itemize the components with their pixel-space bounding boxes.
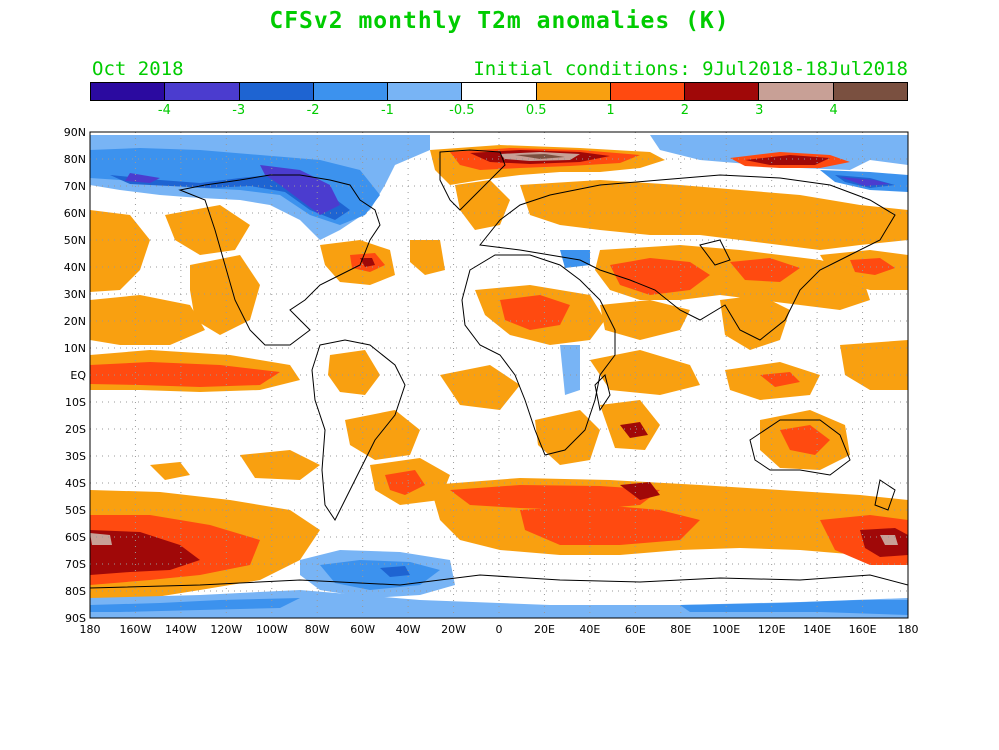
latitude-label: 80N (64, 153, 86, 166)
longitude-label: 120W (210, 623, 242, 636)
eurasia-outline (479, 174, 896, 341)
initial-conditions: Initial conditions: 9Jul2018-18Jul2018 (473, 58, 908, 80)
colorbar-tick-label: -3 (232, 103, 246, 118)
colorbar-segment (610, 83, 686, 100)
longitude-label: 0 (496, 623, 503, 636)
colorbar-tick-label: -4 (157, 103, 171, 118)
colorbar-tick-label: 4 (829, 103, 838, 118)
latitude-label: EQ (70, 369, 86, 382)
colorbar-segment (388, 83, 463, 100)
longitude-label: 160E (849, 623, 877, 636)
longitude-label: 120E (758, 623, 786, 636)
longitude-label: 80E (670, 623, 691, 636)
colorbar-segment (462, 83, 537, 100)
africa-outline (461, 254, 616, 456)
south-america-outline (311, 339, 406, 521)
colorbar-tick-label: 3 (755, 103, 764, 118)
north-america-outline (178, 174, 381, 346)
latitude-label: 90S (65, 612, 86, 625)
colorbar-segment (313, 83, 389, 100)
latitude-label: 90N (64, 126, 86, 139)
caspian-outline (699, 239, 731, 266)
forecast-month: Oct 2018 (92, 58, 184, 80)
latitude-label: 70N (64, 180, 86, 193)
longitude-label: 100E (712, 623, 740, 636)
map-title: CFSv2 monthly T2m anomalies (K) (269, 8, 730, 34)
colorbar-tick-label: 2 (680, 103, 690, 118)
madagascar-outline (594, 374, 611, 412)
longitude-label: 40E (579, 623, 600, 636)
latitude-label: 40N (64, 261, 86, 274)
colorbar-segment (91, 83, 166, 100)
longitude-label: 20E (534, 623, 555, 636)
colorbar (90, 82, 908, 101)
coastlines (90, 149, 908, 589)
colorbar-segment (536, 83, 611, 100)
australia-outline (749, 419, 851, 476)
colorbar-tick-label: -1 (380, 103, 394, 118)
colorbar-segment (759, 83, 834, 100)
latitude-label: 70S (65, 558, 86, 571)
latitude-label: 30N (64, 288, 86, 301)
latitude-label: 50N (64, 234, 86, 247)
new-zealand-outline (874, 479, 896, 511)
longitude-label: 80W (305, 623, 330, 636)
longitude-label: 160W (120, 623, 152, 636)
colorbar-tick-label: -0.5 (449, 103, 475, 118)
longitude-labels: 180 160W 140W 120W 100W 80W 60W 40W 20W 0 20E 40E 60… (80, 623, 919, 636)
longitude-label: 140E (803, 623, 831, 636)
latitude-label: 80S (65, 585, 86, 598)
longitude-label: 100W (256, 623, 288, 636)
latitude-label: 60S (65, 531, 86, 544)
colorbar-segment (685, 83, 760, 100)
latitude-label: 30S (65, 450, 86, 463)
antarctica-outline (90, 574, 908, 589)
latitude-label: 10S (65, 396, 86, 409)
latitude-label: 40S (65, 477, 86, 490)
longitude-label: 20W (441, 623, 466, 636)
longitude-label: 60E (625, 623, 646, 636)
latitude-labels: 90N 80N 70N 60N 50N 40N 30N 20N 10N EQ 10S 20S 30S 40… (64, 126, 87, 625)
colorbar-segment (833, 83, 907, 100)
longitude-label: 180 (80, 623, 101, 636)
latitude-label: 10N (64, 342, 86, 355)
latitude-label: 20S (65, 423, 86, 436)
anomaly-fields (90, 135, 908, 618)
latitude-label: 60N (64, 207, 86, 220)
greenland-outline (439, 149, 506, 211)
longitude-label: 60W (350, 623, 375, 636)
latitude-label: 20N (64, 315, 86, 328)
colorbar-tick-label: 1 (606, 103, 615, 118)
colorbar-tick-label: -2 (306, 103, 320, 118)
longitude-label: 40W (396, 623, 421, 636)
colorbar-segment (165, 83, 240, 100)
latitude-label: 50S (65, 504, 86, 517)
colorbar-tick-label: 0.5 (525, 103, 547, 118)
longitude-label: 180 (898, 623, 919, 636)
colorbar-segment (239, 83, 314, 100)
longitude-label: 140W (165, 623, 197, 636)
map-grid (90, 132, 908, 618)
map-frame (89, 131, 909, 619)
